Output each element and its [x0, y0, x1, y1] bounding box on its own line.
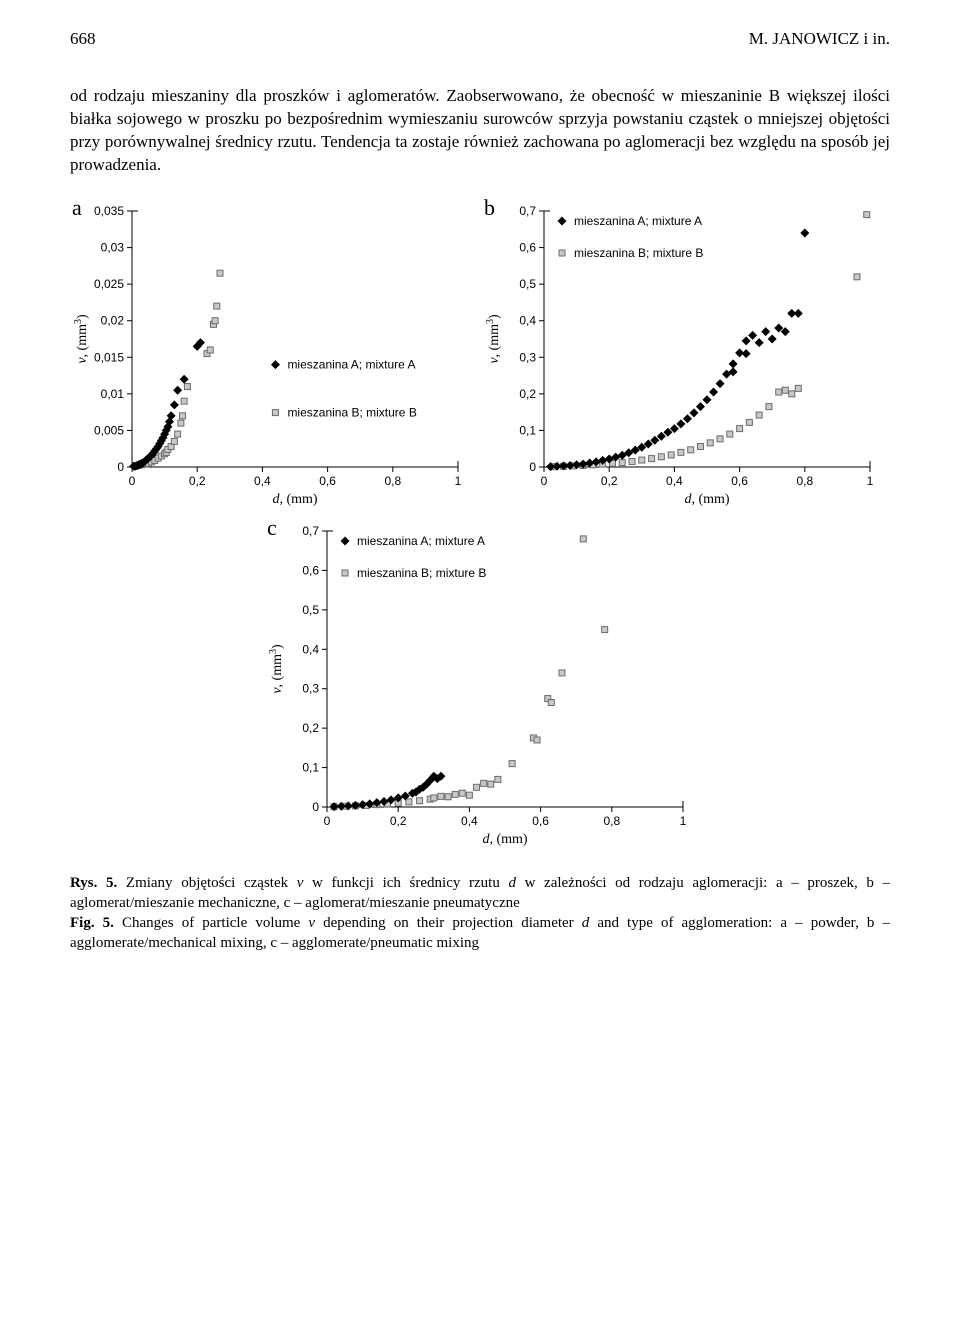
svg-text:1: 1: [867, 474, 874, 488]
svg-text:v, (mm3): v, (mm3): [485, 314, 503, 364]
svg-text:0,1: 0,1: [519, 423, 536, 437]
panel-label-b: b: [484, 193, 495, 223]
svg-text:mieszanina A; mixture A: mieszanina A; mixture A: [287, 357, 415, 371]
svg-text:1: 1: [455, 474, 462, 488]
svg-text:0,005: 0,005: [94, 423, 124, 437]
svg-text:0,4: 0,4: [666, 474, 683, 488]
svg-text:d, (mm): d, (mm): [272, 492, 317, 507]
svg-text:1: 1: [680, 814, 687, 828]
chart-a: 0 0,005 0,01 0,015 0,02 0,025 0,03 0,035 0 0,2 0,4…: [70, 197, 470, 507]
svg-text:0,6: 0,6: [532, 814, 549, 828]
chart-c-holder: c 00,10,20,30,40,50,60,700,20,40,60,81v,…: [265, 517, 695, 847]
svg-text:0,5: 0,5: [302, 603, 319, 617]
svg-text:0: 0: [529, 460, 536, 474]
panel-label-c: c: [267, 513, 277, 543]
svg-text:0,2: 0,2: [390, 814, 407, 828]
svg-text:0,5: 0,5: [519, 277, 536, 291]
chart-c: 0 0,1 0,2 0,3 0,4 0,5 0,6 0,7 0 0,2 0,4 0,6 0,8 1 v, (…: [265, 517, 695, 847]
figure-caption: Rys. 5. Zmiany objętości cząstek v w fun…: [70, 873, 890, 954]
svg-text:0,8: 0,8: [796, 474, 813, 488]
svg-text:0,015: 0,015: [94, 350, 124, 364]
svg-text:0,4: 0,4: [519, 313, 536, 327]
svg-text:0,6: 0,6: [519, 240, 536, 254]
caption-fig-label: Fig. 5.: [70, 915, 114, 931]
svg-text:0,6: 0,6: [731, 474, 748, 488]
caption-rys-label: Rys. 5.: [70, 875, 117, 891]
svg-text:0,8: 0,8: [603, 814, 620, 828]
svg-text:d, (mm): d, (mm): [684, 492, 729, 507]
svg-text:0: 0: [324, 814, 331, 828]
svg-text:0: 0: [129, 474, 136, 488]
svg-text:0,025: 0,025: [94, 277, 124, 291]
svg-text:0,7: 0,7: [519, 204, 536, 218]
svg-text:0,02: 0,02: [101, 313, 125, 327]
svg-text:v, (mm3): v, (mm3): [268, 644, 286, 694]
svg-text:0,01: 0,01: [101, 387, 125, 401]
page-number: 668: [70, 28, 96, 51]
svg-text:0,03: 0,03: [101, 240, 125, 254]
svg-text:d, (mm): d, (mm): [482, 832, 527, 847]
svg-text:0,4: 0,4: [461, 814, 478, 828]
svg-text:0,6: 0,6: [319, 474, 336, 488]
running-title: M. JANOWICZ i in.: [749, 28, 890, 51]
svg-text:0: 0: [312, 800, 319, 814]
svg-text:mieszanina B; mixture B: mieszanina B; mixture B: [357, 566, 486, 580]
svg-text:0,6: 0,6: [302, 563, 319, 577]
svg-text:0: 0: [541, 474, 548, 488]
svg-text:0,2: 0,2: [302, 721, 319, 735]
svg-text:0,4: 0,4: [254, 474, 271, 488]
svg-text:mieszanina A; mixture A: mieszanina A; mixture A: [574, 214, 702, 228]
svg-text:0,035: 0,035: [94, 204, 124, 218]
svg-text:mieszanina A; mixture A: mieszanina A; mixture A: [357, 534, 485, 548]
svg-text:mieszanina B; mixture B: mieszanina B; mixture B: [574, 246, 703, 260]
chart-b: 0 0,1 0,2 0,3 0,4 0,5 0,6 0,7 0 0,2 0,4 0,6 0,8 1 v, (…: [482, 197, 882, 507]
panel-label-a: a: [72, 193, 82, 223]
svg-text:0,3: 0,3: [302, 681, 319, 695]
svg-text:0,2: 0,2: [189, 474, 206, 488]
svg-text:0,7: 0,7: [302, 524, 319, 538]
svg-text:mieszanina B; mixture B: mieszanina B; mixture B: [287, 405, 416, 419]
svg-text:0,8: 0,8: [384, 474, 401, 488]
svg-text:v, (mm3): v, (mm3): [73, 314, 91, 364]
svg-text:0,4: 0,4: [302, 642, 319, 656]
chart-b-holder: b 00,10,20,30,40,50,60,700,20,40,60,81v,…: [482, 197, 882, 507]
svg-text:0,2: 0,2: [519, 387, 536, 401]
running-head: 668 M. JANOWICZ i in.: [70, 28, 890, 51]
svg-text:0,3: 0,3: [519, 350, 536, 364]
svg-text:0: 0: [117, 460, 124, 474]
body-paragraph: od rodzaju mieszaniny dla proszków i agl…: [70, 85, 890, 177]
chart-a-holder: a 00,0050,010,0150,020,0250,030,03500,20…: [70, 197, 470, 507]
svg-text:0,2: 0,2: [601, 474, 618, 488]
svg-text:0,1: 0,1: [302, 760, 319, 774]
